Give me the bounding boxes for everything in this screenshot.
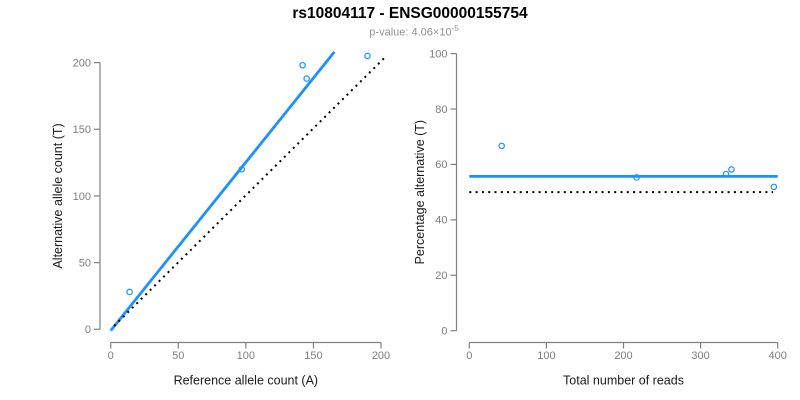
plot-2-data-point bbox=[728, 166, 735, 173]
plot-2-y-tick-label: 80 bbox=[435, 104, 447, 116]
plot-1-y-tick-label: 200 bbox=[73, 57, 91, 69]
plot-2-x-tick-label: 300 bbox=[691, 350, 709, 362]
plot-1-x-tick-label: 50 bbox=[172, 350, 184, 362]
plot-1-y-tick-label: 50 bbox=[79, 257, 91, 269]
plot-2-x-tick-label: 400 bbox=[769, 350, 787, 362]
plot-1-y-axis-label: Alternative allele count (T) bbox=[51, 123, 65, 268]
p-value-exponent: -5 bbox=[451, 24, 459, 33]
p-value-text: p-value: 4.06×10 bbox=[369, 26, 452, 39]
plot-2-x-tick-label: 0 bbox=[466, 350, 472, 362]
figure-subtitle: p-value: 4.06×10-5 bbox=[14, 24, 800, 39]
plot-1-data-point bbox=[238, 165, 246, 173]
plot-2-data-point bbox=[498, 142, 505, 150]
plot-1-identity-line bbox=[113, 55, 388, 327]
plot-2-y-tick-label: 20 bbox=[435, 270, 447, 282]
plot-2-data-point bbox=[770, 183, 778, 191]
plot-1-x-axis-label: Reference allele count (A) bbox=[174, 374, 319, 388]
plot-2-x-tick-label: 100 bbox=[537, 350, 555, 362]
plot-1-data-point bbox=[126, 288, 133, 296]
plot-2-x-tick-label: 200 bbox=[614, 350, 632, 362]
plot-1-x-tick-label: 100 bbox=[237, 350, 255, 362]
plot-1-x-tick-label: 150 bbox=[304, 350, 322, 362]
plot-2-y-tick-label: 60 bbox=[435, 159, 447, 171]
plot-1-y-tick-label: 100 bbox=[73, 191, 91, 203]
plot-1-x-tick-label: 0 bbox=[108, 350, 114, 362]
plot-1-y-tick-label: 0 bbox=[85, 324, 91, 336]
plot-1-data-point bbox=[364, 52, 371, 60]
plot-2-y-axis-label: Percentage alternative (T) bbox=[413, 120, 427, 265]
plot-2-y-tick-label: 40 bbox=[435, 215, 447, 227]
plot-1-y-tick-label: 150 bbox=[73, 124, 91, 136]
plot-1-data-point bbox=[299, 61, 306, 69]
plot-2-x-axis-label: Total number of reads bbox=[563, 374, 684, 388]
plot-2-data-point bbox=[722, 170, 730, 178]
plot-2-y-tick-label: 100 bbox=[429, 48, 447, 60]
plot-1-x-tick-label: 200 bbox=[372, 350, 390, 362]
plot-1-data-point bbox=[303, 75, 310, 82]
plot-1-fitted-proportion-line bbox=[109, 51, 336, 332]
plot-2-data-point bbox=[633, 174, 640, 181]
plot-2-y-tick-label: 0 bbox=[441, 326, 447, 338]
figure-title: rs10804117 - ENSG00000155754 bbox=[292, 5, 528, 22]
